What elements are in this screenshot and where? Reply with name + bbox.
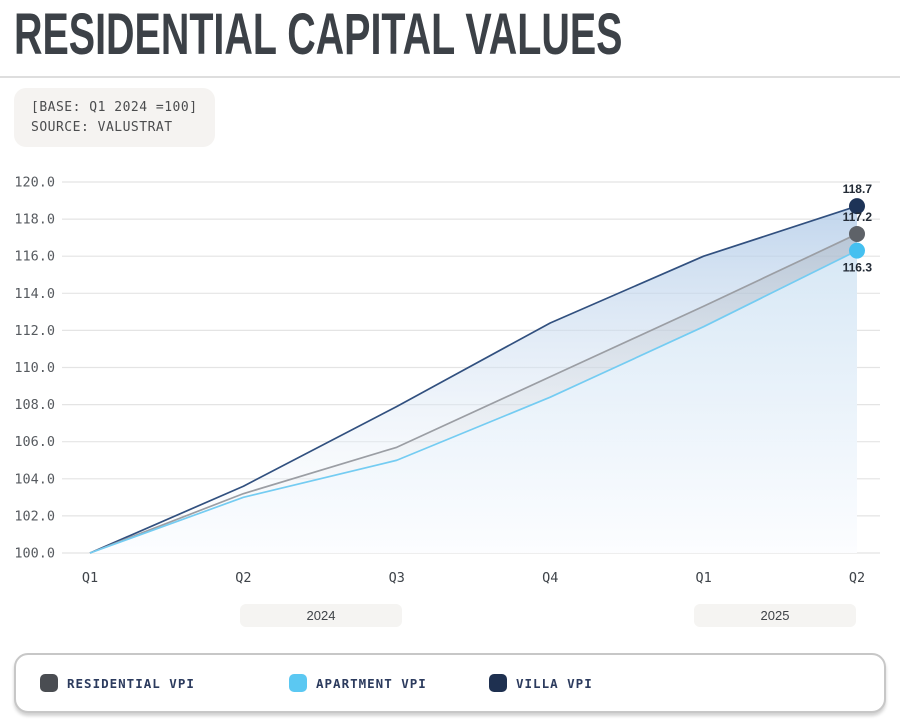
svg-text:Q1: Q1: [695, 570, 711, 586]
svg-text:117.2: 117.2: [843, 210, 873, 224]
legend-item-apartment: APARTMENT VPI: [289, 674, 427, 692]
legend-label-villa: VILLA VPI: [516, 675, 593, 691]
svg-text:114.0: 114.0: [14, 286, 55, 302]
svg-text:Q1: Q1: [82, 570, 98, 586]
vpi-line-chart: 100.0 102.0 104.0 106.0 108.0 110.0 112.0 114.0…: [14, 175, 880, 586]
villa-swatch-icon: [489, 674, 507, 692]
svg-text:118.7: 118.7: [843, 182, 873, 196]
legend-item-residential: RESIDENTIAL VPI: [40, 674, 195, 692]
svg-text:100.0: 100.0: [14, 546, 55, 562]
note-box: [BASE: Q1 2024 =100] SOURCE: VALUSTRAT: [14, 88, 215, 147]
svg-text:Q4: Q4: [542, 570, 558, 586]
svg-text:116.0: 116.0: [14, 249, 55, 265]
apartment-swatch-icon: [289, 674, 307, 692]
svg-text:106.0: 106.0: [14, 434, 55, 450]
note-base-line: [BASE: Q1 2024 =100]: [31, 100, 198, 115]
svg-text:104.0: 104.0: [14, 471, 55, 487]
svg-text:Q3: Q3: [389, 570, 405, 586]
svg-text:120.0: 120.0: [14, 175, 55, 191]
note-source-line: SOURCE: VALUSTRAT: [31, 119, 173, 135]
svg-text:108.0: 108.0: [14, 397, 55, 413]
title-divider: [0, 76, 900, 78]
svg-text:110.0: 110.0: [14, 360, 55, 376]
legend-item-villa: VILLA VPI: [489, 674, 593, 692]
page-title: RESIDENTIAL CAPITAL VALUES: [14, 2, 623, 67]
svg-text:Q2: Q2: [849, 570, 865, 586]
svg-text:118.0: 118.0: [14, 212, 55, 228]
legend: RESIDENTIAL VPI APARTMENT VPI VILLA VPI: [14, 653, 886, 713]
residential-swatch-icon: [40, 674, 58, 692]
legend-label-residential: RESIDENTIAL VPI: [67, 675, 195, 691]
svg-text:112.0: 112.0: [14, 323, 55, 339]
svg-text:102.0: 102.0: [14, 508, 55, 524]
svg-text:Q2: Q2: [235, 570, 251, 586]
year-pill-2024: 2024: [240, 604, 402, 627]
year-pill-2025: 2025: [694, 604, 856, 627]
svg-text:116.3: 116.3: [843, 261, 873, 275]
legend-label-apartment: APARTMENT VPI: [316, 675, 427, 691]
